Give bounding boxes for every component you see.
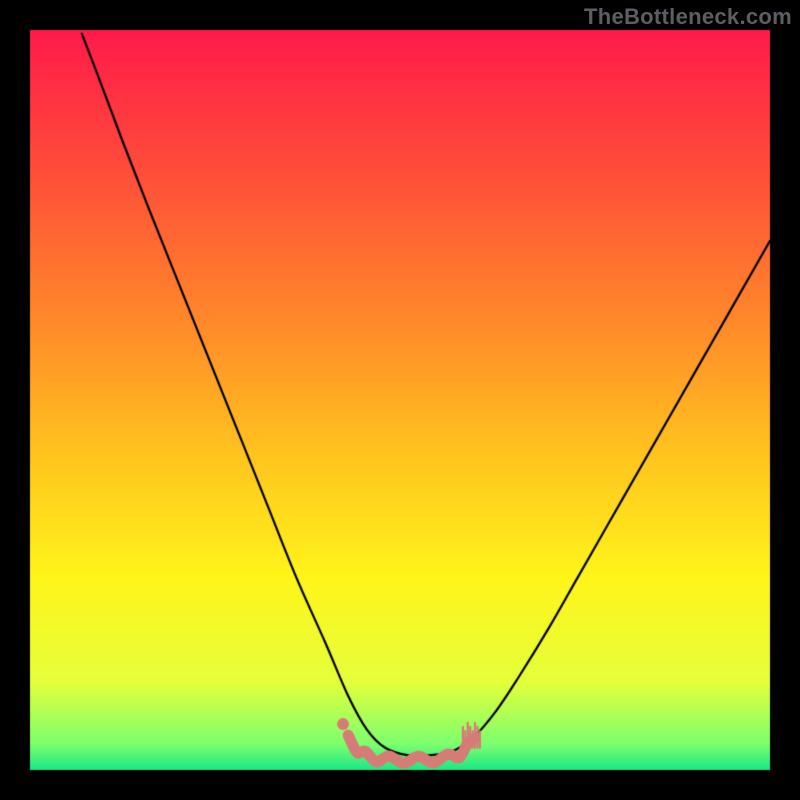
attribution-text: TheBottleneck.com	[584, 4, 792, 30]
chart-stage: TheBottleneck.com	[0, 0, 800, 800]
bottleneck-curve-chart	[0, 0, 800, 800]
